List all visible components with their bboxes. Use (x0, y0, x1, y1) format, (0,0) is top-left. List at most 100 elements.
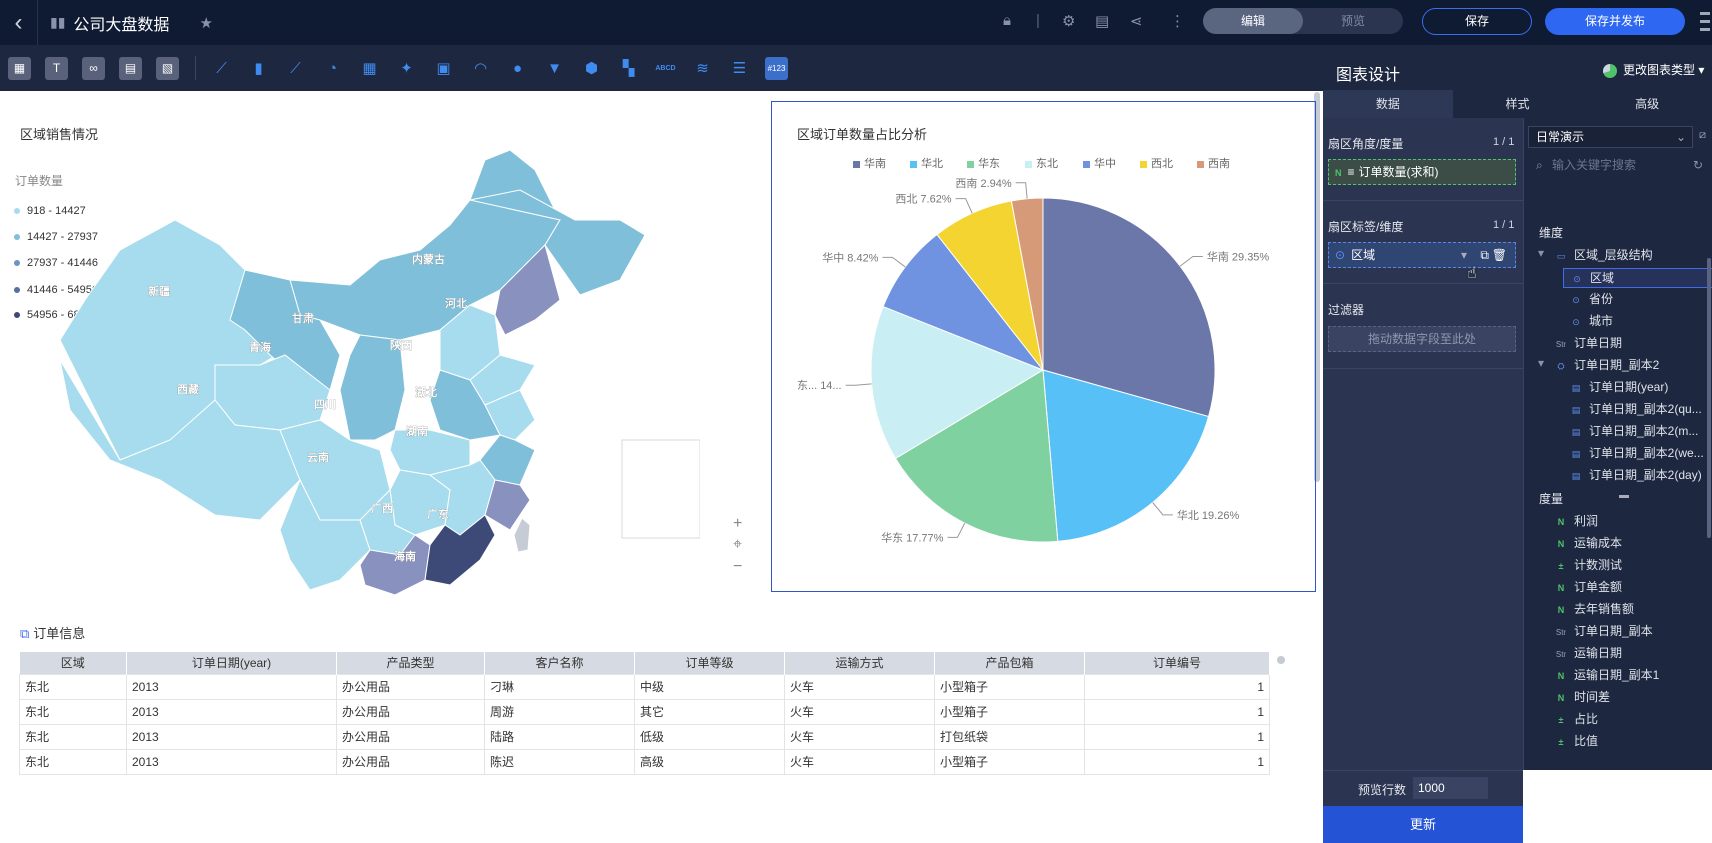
measure-chip[interactable]: N ≡ 订单数量(求和) (1328, 159, 1516, 185)
measure-field[interactable]: N 去年销售额 (1554, 600, 1634, 617)
expand-icon[interactable]: ▾ (1538, 246, 1545, 260)
map-legend-item[interactable]: 41446 - 54956 (14, 284, 98, 296)
gauge-icon[interactable]: ◠ (473, 60, 488, 77)
kpi-icon[interactable]: #123 (765, 56, 788, 80)
bubble-icon[interactable]: ● (512, 59, 523, 77)
funnel-icon[interactable]: ▼ (547, 59, 562, 77)
mode-preview-button[interactable]: 预览 (1340, 14, 1365, 28)
share-icon[interactable]: ⋖ (1130, 13, 1143, 30)
star-icon[interactable]: ★ (199, 14, 213, 32)
treemap-icon[interactable]: ▚ (622, 60, 635, 77)
measure-menu-icon[interactable]: ▬ (1619, 490, 1629, 501)
measure-field[interactable]: ± 计数测试 (1554, 556, 1623, 573)
province-guangdong[interactable] (424, 514, 496, 586)
chevron-down-icon[interactable]: ▾ (1460, 248, 1467, 262)
update-button[interactable]: 更新 (1323, 806, 1523, 843)
table-row[interactable]: 东北 2013 办公用品 周游 其它 火车 小型箱子 1 (19, 698, 1270, 725)
card-chart-icon[interactable]: ▣ (436, 60, 451, 77)
dimension-chip[interactable]: ⊙ 区域 ▾ ⧉ 🗑︎ (1328, 242, 1516, 268)
measure-field[interactable]: ± 比值 (1554, 732, 1599, 749)
save-publish-button[interactable]: 保存并发布 (1545, 8, 1685, 35)
pie-chart-icon[interactable]: ◔ (327, 59, 338, 77)
change-chart-type-button[interactable]: 更改图表类型 ▾ (1603, 61, 1704, 78)
pie-slice[interactable] (870, 305, 1045, 460)
dimension-field[interactable]: ▤ 订单日期_副本2(qu... (1569, 400, 1702, 417)
map-legend-item[interactable]: 14427 - 27937 (14, 231, 98, 243)
map-icon[interactable]: ✦ (400, 60, 413, 77)
table-row[interactable]: 东北 2013 办公用品 陈迟 高级 火车 小型箱子 1 (19, 748, 1270, 775)
pie-legend-item[interactable]: 华南 (853, 155, 886, 171)
dimension-field[interactable]: ⊙ 区域 (1563, 268, 1712, 288)
bar-chart-icon[interactable]: ▮ (254, 60, 263, 77)
map-legend-item[interactable]: 918 - 14427 (14, 205, 86, 217)
china-map[interactable]: 新疆 内蒙古 甘肃 河北 青海 陕西 西藏 四川 湖北 湖南 云南 广西 广东 … (0, 140, 700, 600)
column-header[interactable]: 客户名称 (484, 652, 635, 674)
column-header[interactable]: 订单编号 (1084, 652, 1270, 674)
copy-icon[interactable]: ⧉ (1480, 248, 1489, 262)
measure-field[interactable]: N 订单金额 (1554, 578, 1622, 595)
measure-field[interactable]: N 运输成本 (1554, 534, 1622, 551)
measure-field[interactable]: N 利润 (1554, 512, 1598, 529)
pie-legend-item[interactable]: 华北 (910, 155, 943, 171)
dataset-select[interactable]: 日常演示 ⌄ (1528, 126, 1693, 148)
tab-style[interactable]: 样式 (1452, 90, 1583, 118)
pie-slice[interactable] (882, 233, 1045, 372)
radar-icon[interactable]: ⬢ (584, 60, 599, 77)
save-button[interactable]: 保存 (1422, 8, 1532, 35)
dimension-field[interactable]: Str 订单日期 (1554, 334, 1622, 351)
dimension-field[interactable]: ▤ 订单日期(year) (1569, 378, 1669, 395)
combo-chart-icon[interactable]: ⟋ (290, 59, 301, 77)
column-header[interactable]: 区域 (19, 652, 127, 674)
back-icon[interactable]: ‹ (0, 0, 38, 45)
mode-edit-button[interactable]: 编辑 (1203, 8, 1303, 34)
locate-button[interactable]: ⌖ (733, 536, 743, 553)
refresh-icon[interactable]: ↻ (1693, 158, 1704, 172)
zoom-in-button[interactable]: + (733, 515, 743, 532)
dimension-field[interactable]: ▤ 订单日期_副本2(m... (1569, 422, 1699, 439)
word-cloud-icon[interactable]: ABCD (655, 64, 676, 72)
field-search-input[interactable]: ⌕ 输入关键字搜索 ↻ (1528, 154, 1708, 176)
zoom-out-button[interactable]: − (733, 558, 743, 575)
measure-field[interactable]: ± 占比 (1554, 710, 1599, 727)
image-icon[interactable]: ▧ (156, 56, 179, 80)
province-jiangsu[interactable] (484, 389, 536, 441)
column-header[interactable]: 运输方式 (784, 652, 935, 674)
gear-icon[interactable]: ⚙ (1062, 13, 1076, 30)
province-heilongjiang[interactable] (469, 189, 646, 296)
card-icon[interactable]: ▤ (119, 56, 142, 80)
pie-chart-frame[interactable] (771, 101, 1316, 592)
text-icon[interactable]: T (45, 56, 68, 80)
canvas-scrollbar[interactable] (1314, 92, 1320, 482)
link-icon[interactable]: ∞ (82, 56, 105, 80)
pie-legend-item[interactable]: 西南 (1197, 155, 1230, 171)
tab-data[interactable]: 数据 (1323, 90, 1453, 118)
frame-icon[interactable]: ▦ (8, 56, 31, 80)
list-icon[interactable]: ☰ (732, 60, 747, 77)
province-shaanxi[interactable] (339, 334, 406, 441)
delete-icon[interactable]: 🗑︎ (1491, 248, 1507, 262)
measure-field[interactable]: Str 运输日期 (1554, 644, 1622, 661)
sankey-icon[interactable]: ≋ (696, 60, 709, 77)
menu-icon[interactable] (1700, 12, 1710, 32)
measure-field[interactable]: N 时间差 (1554, 688, 1610, 705)
table-row[interactable]: 东北 2013 办公用品 陆路 低级 火车 打包纸袋 1 (19, 723, 1270, 750)
preview-rows-input[interactable] (1413, 777, 1488, 799)
expand-icon[interactable]: ▾ (1538, 356, 1545, 370)
table-scroll-up-icon[interactable] (1277, 656, 1285, 664)
tab-advanced[interactable]: 高级 (1582, 90, 1712, 118)
dimension-field[interactable]: ▤ 订单日期_副本2(we... (1569, 444, 1704, 461)
dimension-field[interactable]: ⊙ 城市 (1569, 312, 1613, 329)
province-anhui[interactable] (429, 369, 501, 441)
pie-slice[interactable] (1042, 197, 1216, 418)
fields-scrollbar[interactable] (1707, 258, 1711, 538)
pie-legend-item[interactable]: 东北 (1025, 155, 1058, 171)
dimension-field[interactable]: ▾ ⛭ 订单日期_副本2 (1538, 356, 1659, 373)
pie-legend-item[interactable]: 华东 (967, 155, 1000, 171)
pie-legend-item[interactable]: 华中 (1083, 155, 1116, 171)
line-chart-icon[interactable]: ⟋ (216, 59, 227, 77)
table-icon[interactable]: ▦ (362, 60, 377, 77)
dimension-field[interactable]: ▤ 订单日期_副本2(day) (1569, 466, 1702, 483)
province-fujian[interactable] (484, 479, 531, 531)
pie-legend-item[interactable]: 西北 (1140, 155, 1173, 171)
column-header[interactable]: 产品包箱 (934, 652, 1085, 674)
